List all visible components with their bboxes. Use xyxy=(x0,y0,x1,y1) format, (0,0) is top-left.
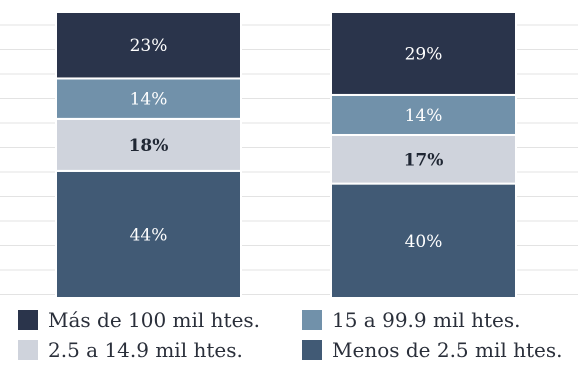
bar-segment xyxy=(55,11,242,80)
legend-item-15-a-99: 15 a 99.9 mil htes. xyxy=(302,308,520,332)
legend-swatch xyxy=(302,310,322,330)
bars xyxy=(55,11,517,300)
bar-segment xyxy=(55,169,242,299)
legend-swatch xyxy=(18,340,38,360)
legend-label: Menos de 2.5 mil htes. xyxy=(332,338,563,362)
legend-swatch xyxy=(302,340,322,360)
legend-item-2-5-a-14: 2.5 a 14.9 mil htes. xyxy=(18,338,243,362)
data-label: 23% xyxy=(130,36,168,56)
legend-swatch xyxy=(18,310,38,330)
data-labels: 44% 18% 14% 23% 40% 17% 14% 29% xyxy=(129,36,444,252)
legend-item-mas-de-100: Más de 100 mil htes. xyxy=(18,308,260,332)
stacked-bar-chart: 44% 18% 14% 23% 40% 17% 14% 29% xyxy=(0,11,578,300)
bar-segment xyxy=(330,182,517,300)
legend-label: 2.5 a 14.9 mil htes. xyxy=(48,338,243,362)
data-label: 44% xyxy=(130,225,168,245)
bar-segment xyxy=(330,93,517,136)
data-label: 40% xyxy=(405,232,443,252)
bar-segment xyxy=(330,11,517,96)
legend: Más de 100 mil htes. 15 a 99.9 mil htes.… xyxy=(0,308,578,391)
legend-label: 15 a 99.9 mil htes. xyxy=(332,308,521,332)
data-label: 29% xyxy=(405,44,443,64)
data-label: 14% xyxy=(405,106,443,126)
data-label: 18% xyxy=(129,136,169,156)
legend-label: Más de 100 mil htes. xyxy=(48,308,261,332)
bar-segment xyxy=(330,133,517,185)
legend-item-menos-de-2-5: Menos de 2.5 mil htes. xyxy=(302,338,563,362)
data-label: 14% xyxy=(130,90,168,110)
data-label: 17% xyxy=(404,150,444,170)
